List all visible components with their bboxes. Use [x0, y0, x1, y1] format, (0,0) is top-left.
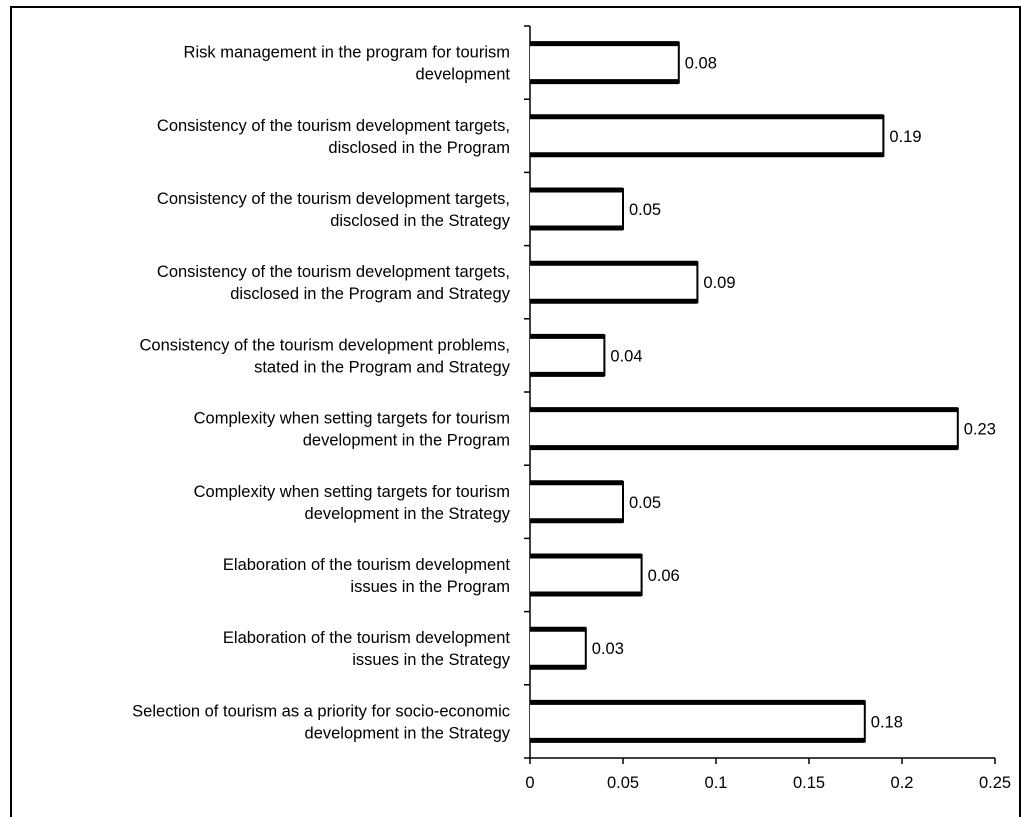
bar: [530, 263, 698, 302]
bar-value-label: 0.08: [685, 55, 717, 73]
category-label-line: Consistency of the tourism development t…: [157, 190, 510, 208]
category-label-line: disclosed in the Program and Strategy: [230, 285, 510, 303]
category-label: Elaboration of the tourism development is…: [223, 629, 511, 669]
category-label-line: disclosed in the Strategy: [330, 212, 511, 230]
category-label-line: Elaboration of the tourism development: [223, 556, 510, 574]
category-label: Consistency of the tourism development t…: [157, 117, 510, 157]
category-label: Complexity when setting targets for tour…: [194, 483, 511, 523]
category-label-line: Selection of tourism as a priority for s…: [132, 702, 510, 720]
bar-value-label: 0.04: [610, 347, 642, 365]
bar: [530, 482, 623, 521]
category-label: Consistency of the tourism development p…: [139, 336, 510, 376]
bars: 0.08 0.19 0.05 0.09 0.04 0.23 0.05 0.06 0.03 0.18: [530, 41, 996, 743]
axes: 0 0.05 0.1 0.15 0.2 0.25: [524, 25, 1011, 792]
category-label-line: stated in the Program and Strategy: [254, 358, 511, 376]
bar: [530, 43, 679, 82]
bar: [530, 702, 865, 741]
category-label-line: development in the Strategy: [305, 724, 511, 742]
category-label-line: Consistency of the tourism development t…: [157, 263, 510, 281]
bar-value-label: 0.09: [703, 274, 735, 292]
category-label-line: disclosed in the Program: [328, 139, 510, 157]
category-label-line: development: [416, 66, 511, 84]
x-tick-label: 0: [525, 774, 534, 792]
bar: [530, 556, 642, 594]
category-label: Elaboration of the tourism development is…: [223, 556, 510, 596]
bar-value-label: 0.19: [889, 128, 921, 146]
category-label-line: issues in the Strategy: [352, 651, 510, 669]
category-label-line: Consistency of the tourism development t…: [157, 117, 510, 135]
category-label-line: Elaboration of the tourism development: [223, 629, 510, 647]
category-label-line: development in the Program: [303, 432, 510, 450]
x-tick-label: 0.25: [979, 774, 1011, 792]
category-label: Risk management in the program for touri…: [184, 44, 511, 84]
x-tick-label: 0.05: [607, 774, 639, 792]
category-label: Consistency of the tourism development t…: [157, 263, 511, 303]
x-tick-label: 0.1: [705, 774, 728, 792]
bar-value-label: 0.05: [629, 201, 661, 219]
category-label: Complexity when setting targets for tour…: [194, 410, 510, 450]
bar-value-label: 0.03: [592, 640, 624, 658]
category-label: Consistency of the tourism development t…: [157, 190, 511, 230]
bar: [530, 190, 623, 228]
category-label: Selection of tourism as a priority for s…: [132, 702, 511, 742]
category-label-line: development in the Strategy: [305, 505, 511, 523]
x-tick-label: 0.2: [891, 774, 914, 792]
category-label-line: Complexity when setting targets for tour…: [194, 483, 510, 501]
category-label-line: Risk management in the program for touri…: [184, 44, 510, 62]
bar-value-label: 0.23: [964, 421, 996, 439]
category-labels: Risk management in the program for touri…: [132, 44, 511, 743]
bar-value-label: 0.05: [629, 494, 661, 512]
category-label-line: issues in the Program: [350, 578, 510, 596]
bar: [530, 629, 586, 668]
bar: [530, 116, 884, 155]
bar-value-label: 0.18: [871, 713, 903, 731]
x-tick-label: 0.15: [793, 774, 825, 792]
category-label-line: Complexity when setting targets for tour…: [194, 410, 510, 428]
bar: [530, 409, 958, 448]
category-label-line: Consistency of the tourism development p…: [139, 336, 510, 354]
bar-value-label: 0.06: [648, 567, 680, 585]
bar: [530, 336, 605, 375]
